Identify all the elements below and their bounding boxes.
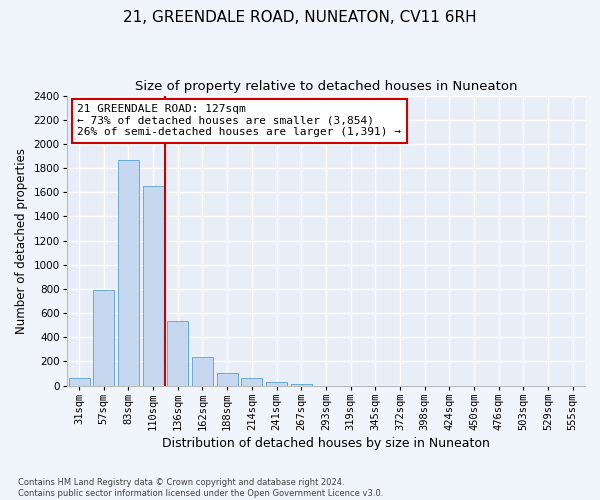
Bar <box>291 384 311 386</box>
Text: Contains HM Land Registry data © Crown copyright and database right 2024.
Contai: Contains HM Land Registry data © Crown c… <box>18 478 383 498</box>
Text: 21 GREENDALE ROAD: 127sqm
← 73% of detached houses are smaller (3,854)
26% of se: 21 GREENDALE ROAD: 127sqm ← 73% of detac… <box>77 104 401 138</box>
Text: 21, GREENDALE ROAD, NUNEATON, CV11 6RH: 21, GREENDALE ROAD, NUNEATON, CV11 6RH <box>123 10 477 25</box>
Bar <box>217 372 238 386</box>
Bar <box>118 160 139 386</box>
X-axis label: Distribution of detached houses by size in Nuneaton: Distribution of detached houses by size … <box>162 437 490 450</box>
Bar <box>93 290 114 386</box>
Bar <box>241 378 262 386</box>
Bar <box>192 356 213 386</box>
Title: Size of property relative to detached houses in Nuneaton: Size of property relative to detached ho… <box>134 80 517 93</box>
Bar <box>143 186 164 386</box>
Bar <box>167 321 188 386</box>
Bar <box>266 382 287 386</box>
Y-axis label: Number of detached properties: Number of detached properties <box>15 148 28 334</box>
Bar <box>68 378 89 386</box>
